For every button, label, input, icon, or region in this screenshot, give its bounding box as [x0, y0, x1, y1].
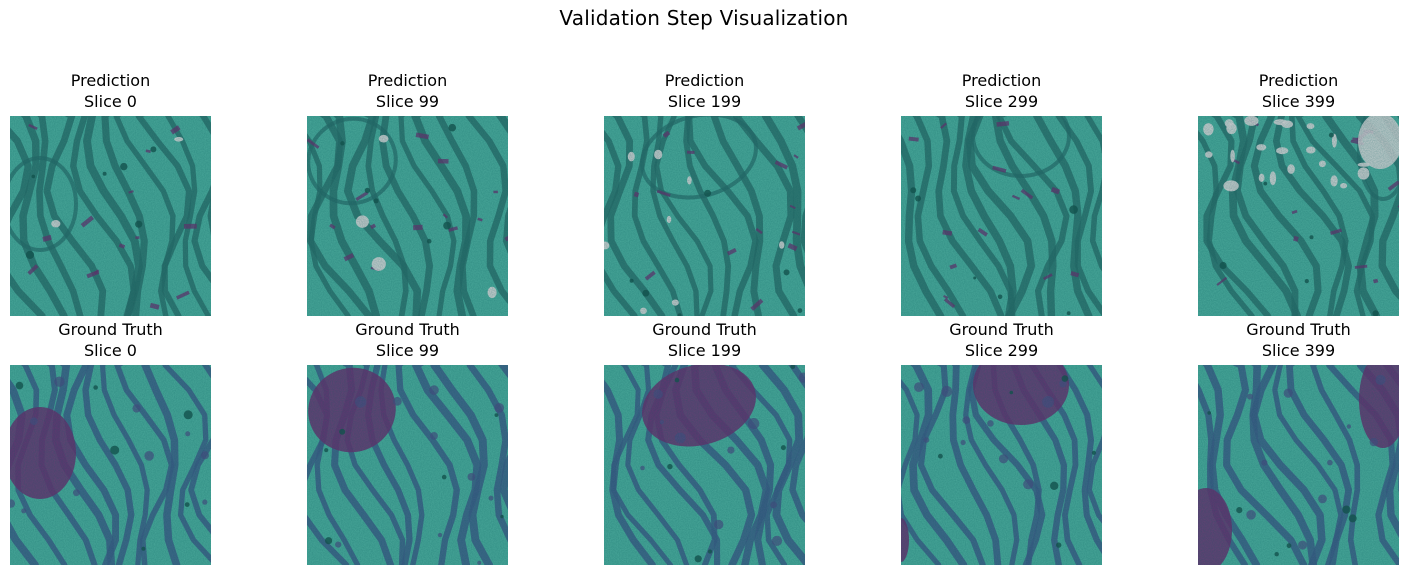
row-label: Prediction — [70, 71, 151, 90]
noise-texture — [604, 365, 805, 565]
prediction-image — [10, 116, 211, 316]
row-label: Ground Truth — [355, 320, 460, 339]
noise-texture — [901, 365, 1102, 565]
slice-label: Slice 399 — [1261, 92, 1336, 111]
figure-title: Validation Step Visualization — [559, 6, 849, 30]
panel-title: Prediction Slice 0 — [0, 70, 251, 112]
slice-label: Slice 0 — [84, 92, 137, 111]
slice-label: Slice 99 — [375, 341, 440, 360]
noise-texture — [1198, 365, 1399, 565]
ground-truth-image — [307, 365, 508, 565]
row-label: Ground Truth — [58, 320, 163, 339]
panel-title: Ground Truth Slice 0 — [0, 319, 251, 361]
noise-texture — [307, 116, 508, 316]
slice-label: Slice 399 — [1261, 341, 1336, 360]
panel-title: Ground Truth Slice 199 — [564, 319, 845, 361]
slice-label: Slice 99 — [375, 92, 440, 111]
ground-truth-image — [901, 365, 1102, 565]
panel-title: Ground Truth Slice 399 — [1158, 319, 1408, 361]
panel-title: Ground Truth Slice 99 — [267, 319, 548, 361]
noise-texture — [10, 116, 211, 316]
prediction-image — [1198, 116, 1399, 316]
ground-truth-image — [10, 365, 211, 565]
slice-label: Slice 199 — [667, 341, 742, 360]
panel-title: Prediction Slice 299 — [861, 70, 1142, 112]
slice-label: Slice 0 — [84, 341, 137, 360]
noise-texture — [901, 116, 1102, 316]
panel-title: Prediction Slice 199 — [564, 70, 845, 112]
panel-title: Ground Truth Slice 299 — [861, 319, 1142, 361]
row-label: Ground Truth — [949, 320, 1054, 339]
ground-truth-image — [1198, 365, 1399, 565]
noise-texture — [1198, 116, 1399, 316]
ground-truth-image — [604, 365, 805, 565]
slice-label: Slice 299 — [964, 341, 1039, 360]
prediction-image — [901, 116, 1102, 316]
noise-texture — [10, 365, 211, 565]
prediction-image — [307, 116, 508, 316]
row-label: Prediction — [961, 71, 1042, 90]
row-label: Ground Truth — [1246, 320, 1351, 339]
row-label: Prediction — [664, 71, 745, 90]
row-label: Ground Truth — [652, 320, 757, 339]
slice-label: Slice 299 — [964, 92, 1039, 111]
noise-texture — [604, 116, 805, 316]
row-label: Prediction — [367, 71, 448, 90]
prediction-image — [604, 116, 805, 316]
panel-title: Prediction Slice 99 — [267, 70, 548, 112]
slice-label: Slice 199 — [667, 92, 742, 111]
panel-title: Prediction Slice 399 — [1158, 70, 1408, 112]
noise-texture — [307, 365, 508, 565]
row-label: Prediction — [1258, 71, 1339, 90]
